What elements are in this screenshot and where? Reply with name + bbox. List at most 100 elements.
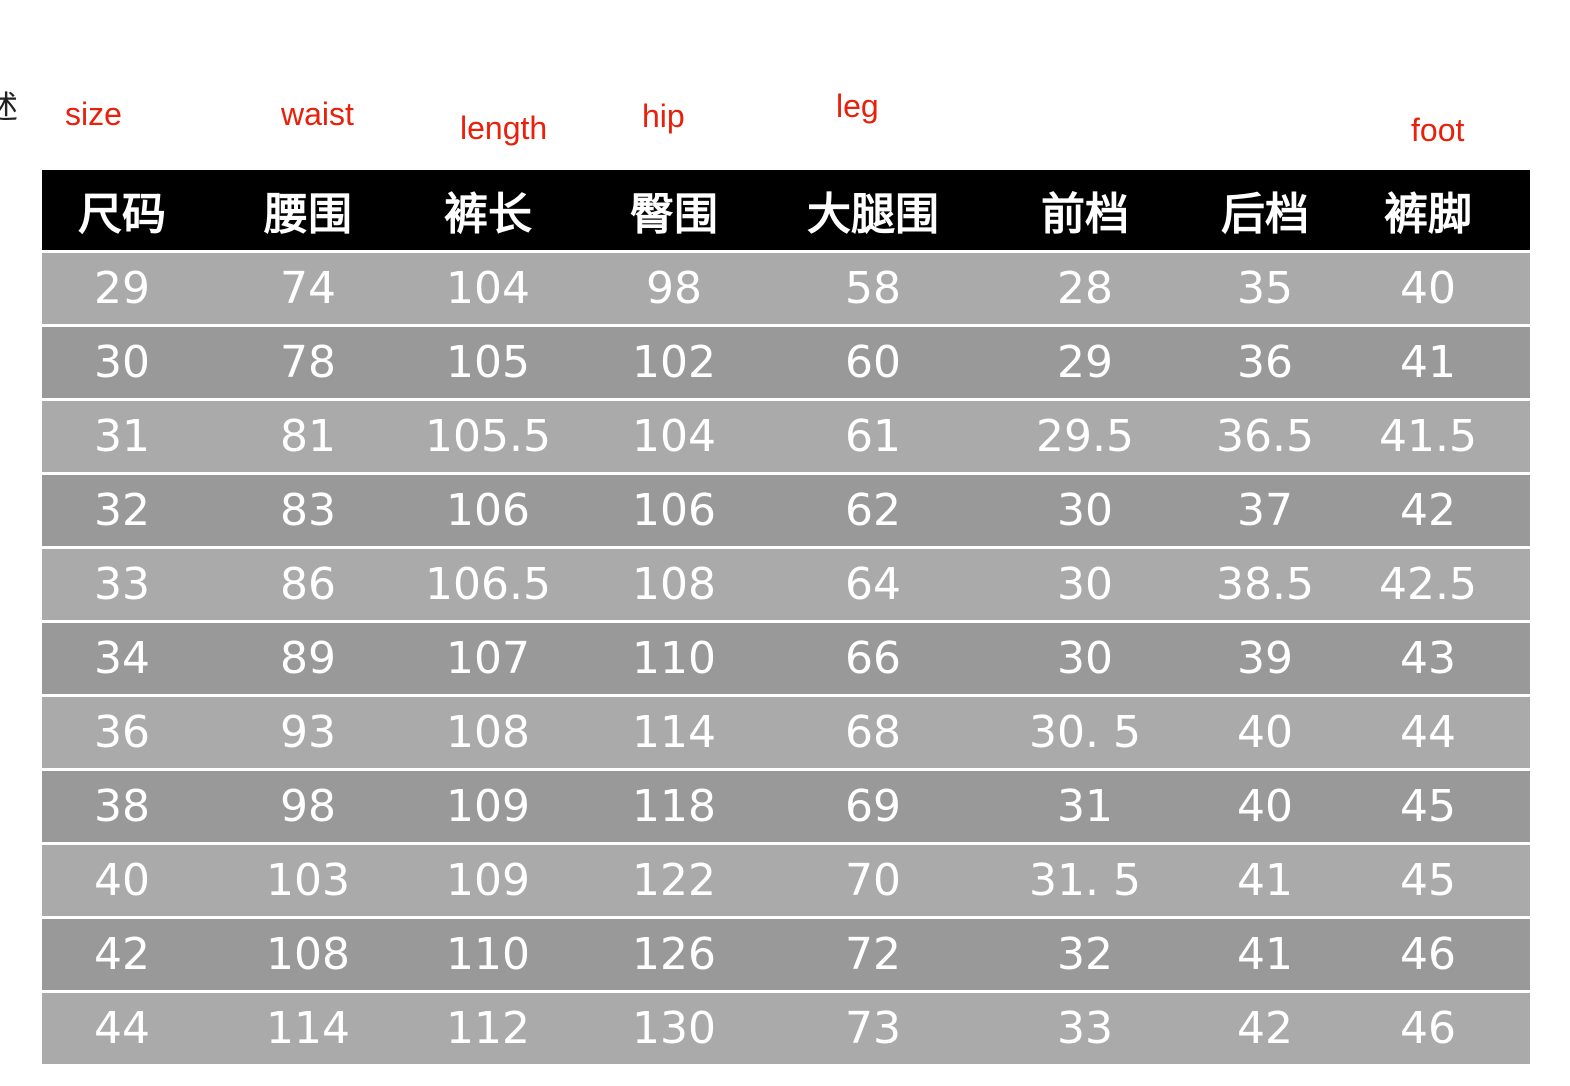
table-cell: 40 <box>1400 263 1456 314</box>
table-cell: 35 <box>1237 263 1293 314</box>
table-cell: 41 <box>1400 337 1456 388</box>
table-row: 30 78 105 102 60 29 36 41 <box>42 327 1530 398</box>
annotation-label: foot <box>1411 112 1465 148</box>
table-cell: 108 <box>632 559 716 610</box>
table-cell: 110 <box>446 929 530 980</box>
table-cell: 40 <box>1237 781 1293 832</box>
annotation-label: leg <box>836 88 879 124</box>
annotation-label: size <box>65 96 122 132</box>
header-cell: 尺码 <box>78 189 166 240</box>
header-cell: 前档 <box>1041 189 1129 240</box>
size-table: 尺码 腰围 裤长 臀围 大腿围 前档 后档 裤脚 29 74 104 98 58 28 35 40 30 78 10… <box>42 170 1530 1064</box>
table-cell: 122 <box>632 855 716 906</box>
table-cell: 105 <box>446 337 530 388</box>
table-row: 40 103 109 122 70 31. 5 41 45 <box>42 845 1530 916</box>
header-cell: 大腿围 <box>807 189 939 240</box>
table-cell: 106 <box>632 485 716 536</box>
table-cell: 38.5 <box>1216 559 1314 610</box>
table-cell: 30 <box>1057 485 1113 536</box>
table-cell: 93 <box>280 707 336 758</box>
table-cell: 42 <box>1237 1003 1293 1054</box>
table-cell: 110 <box>632 633 716 684</box>
table-cell: 31 <box>1057 781 1113 832</box>
table-cell: 28 <box>1057 263 1113 314</box>
table-row: 44 114 112 130 73 33 42 46 <box>42 993 1530 1064</box>
table-cell: 61 <box>845 411 901 462</box>
header-cell: 臀围 <box>630 189 718 240</box>
table-cell: 86 <box>280 559 336 610</box>
header-cell: 裤长 <box>444 189 532 240</box>
table-cell: 104 <box>446 263 530 314</box>
table-row: 42 108 110 126 72 32 41 46 <box>42 919 1530 990</box>
table-cell: 104 <box>632 411 716 462</box>
table-cell: 105.5 <box>425 411 551 462</box>
side-text: 述 <box>0 88 19 126</box>
table-cell: 44 <box>1400 707 1456 758</box>
table-cell: 109 <box>446 855 530 906</box>
table-cell: 30 <box>1057 633 1113 684</box>
table-cell: 41.5 <box>1379 411 1477 462</box>
table-cell: 60 <box>845 337 901 388</box>
table-cell: 31 <box>94 411 150 462</box>
table-row: 36 93 108 114 68 30. 5 40 44 <box>42 697 1530 768</box>
table-cell: 41 <box>1237 855 1293 906</box>
table-cell: 30 <box>94 337 150 388</box>
table-row: 31 81 105.5 104 61 29.5 36.5 41.5 <box>42 401 1530 472</box>
table-cell: 64 <box>845 559 901 610</box>
table-cell: 46 <box>1400 1003 1456 1054</box>
table-cell: 30. 5 <box>1029 707 1141 758</box>
table-cell: 29 <box>94 263 150 314</box>
header-row: 尺码 腰围 裤长 臀围 大腿围 前档 后档 裤脚 <box>42 170 1530 250</box>
table-cell: 126 <box>632 929 716 980</box>
table-cell: 114 <box>632 707 716 758</box>
table-cell: 103 <box>266 855 350 906</box>
table-cell: 118 <box>632 781 716 832</box>
table-cell: 106 <box>446 485 530 536</box>
table-cell: 114 <box>266 1003 350 1054</box>
table-row: 38 98 109 118 69 31 40 45 <box>42 771 1530 842</box>
table-cell: 40 <box>1237 707 1293 758</box>
table-cell: 74 <box>280 263 336 314</box>
table-cell: 36 <box>1237 337 1293 388</box>
annotation-label: hip <box>642 98 685 134</box>
table-cell: 130 <box>632 1003 716 1054</box>
table-cell: 107 <box>446 633 530 684</box>
table-cell: 106.5 <box>425 559 551 610</box>
table-cell: 108 <box>266 929 350 980</box>
table-row: 34 89 107 110 66 30 39 43 <box>42 623 1530 694</box>
table-cell: 46 <box>1400 929 1456 980</box>
table-cell: 36 <box>94 707 150 758</box>
table-cell: 33 <box>1057 1003 1113 1054</box>
table-cell: 66 <box>845 633 901 684</box>
table-cell: 36.5 <box>1216 411 1314 462</box>
table-cell: 45 <box>1400 855 1456 906</box>
annotation-label: length <box>460 110 548 146</box>
table-cell: 31. 5 <box>1029 855 1141 906</box>
table-cell: 72 <box>845 929 901 980</box>
table-cell: 112 <box>446 1003 530 1054</box>
table-row: 29 74 104 98 58 28 35 40 <box>42 253 1530 324</box>
table-cell: 58 <box>845 263 901 314</box>
annotation-label: waist <box>281 96 354 132</box>
table-cell: 34 <box>94 633 150 684</box>
table-cell: 69 <box>845 781 901 832</box>
table-cell: 33 <box>94 559 150 610</box>
table-cell: 29 <box>1057 337 1113 388</box>
table-cell: 42 <box>1400 485 1456 536</box>
table-cell: 73 <box>845 1003 901 1054</box>
table-cell: 41 <box>1237 929 1293 980</box>
header-cell: 腰围 <box>264 189 352 240</box>
table-cell: 89 <box>280 633 336 684</box>
header-cell: 裤脚 <box>1384 189 1472 240</box>
table-cell: 39 <box>1237 633 1293 684</box>
table-cell: 37 <box>1237 485 1293 536</box>
table-cell: 40 <box>94 855 150 906</box>
table-cell: 42.5 <box>1379 559 1477 610</box>
table-cell: 42 <box>94 929 150 980</box>
table-cell: 45 <box>1400 781 1456 832</box>
table-cell: 38 <box>94 781 150 832</box>
table-row: 32 83 106 106 62 30 37 42 <box>42 475 1530 546</box>
table-cell: 30 <box>1057 559 1113 610</box>
table-cell: 70 <box>845 855 901 906</box>
